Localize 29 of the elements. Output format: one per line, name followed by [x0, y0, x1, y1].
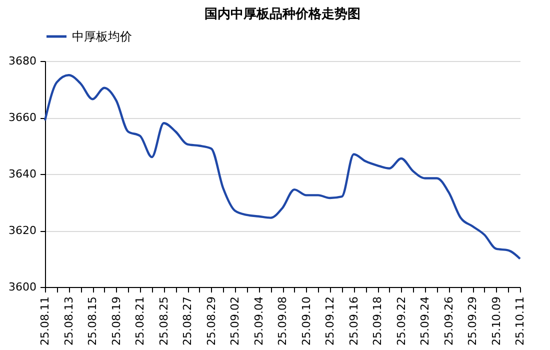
chart-title: 国内中厚板品种价格走势图 — [204, 6, 360, 22]
x-tick-label: 25.10.09 — [490, 296, 503, 346]
x-tick-label: 25.08.25 — [157, 296, 170, 346]
x-tick-label: 25.08.11 — [38, 296, 52, 346]
y-tick-label: 3620 — [8, 224, 36, 237]
y-tick-label: 3660 — [8, 111, 36, 124]
x-tick-label: 25.08.15 — [86, 296, 99, 346]
x-tick-label: 25.09.29 — [466, 296, 479, 346]
x-tick-label: 25.09.04 — [252, 296, 266, 346]
x-tick-label: 25.08.29 — [204, 296, 218, 346]
x-tick-label: 25.09.02 — [228, 296, 242, 346]
x-tick-label: 25.09.26 — [442, 296, 456, 346]
line-series — [44, 74, 522, 260]
y-tick-label: 3680 — [8, 54, 36, 68]
y-tick-label: 3600 — [8, 280, 36, 294]
x-tick-label: 25.08.13 — [62, 296, 76, 346]
x-tick-label: 25.09.18 — [371, 296, 384, 346]
x-tick-label: 25.09.10 — [300, 296, 313, 346]
x-tick-label: 25.10.11 — [514, 296, 526, 346]
x-tick-label: 25.09.08 — [276, 296, 289, 346]
legend-label: 中厚板均价 — [72, 30, 132, 44]
x-tick-label: 25.08.21 — [134, 296, 146, 346]
x-tick-label: 25.09.12 — [324, 296, 336, 346]
x-tick-label: 25.09.22 — [394, 296, 408, 346]
x-tick-label: 25.09.16 — [347, 296, 360, 346]
x-tick-label: 25.08.19 — [110, 296, 123, 346]
x-tick-label: 25.09.24 — [418, 296, 432, 346]
y-tick-label: 3640 — [8, 168, 36, 180]
x-tick-label: 25.08.27 — [181, 296, 194, 346]
